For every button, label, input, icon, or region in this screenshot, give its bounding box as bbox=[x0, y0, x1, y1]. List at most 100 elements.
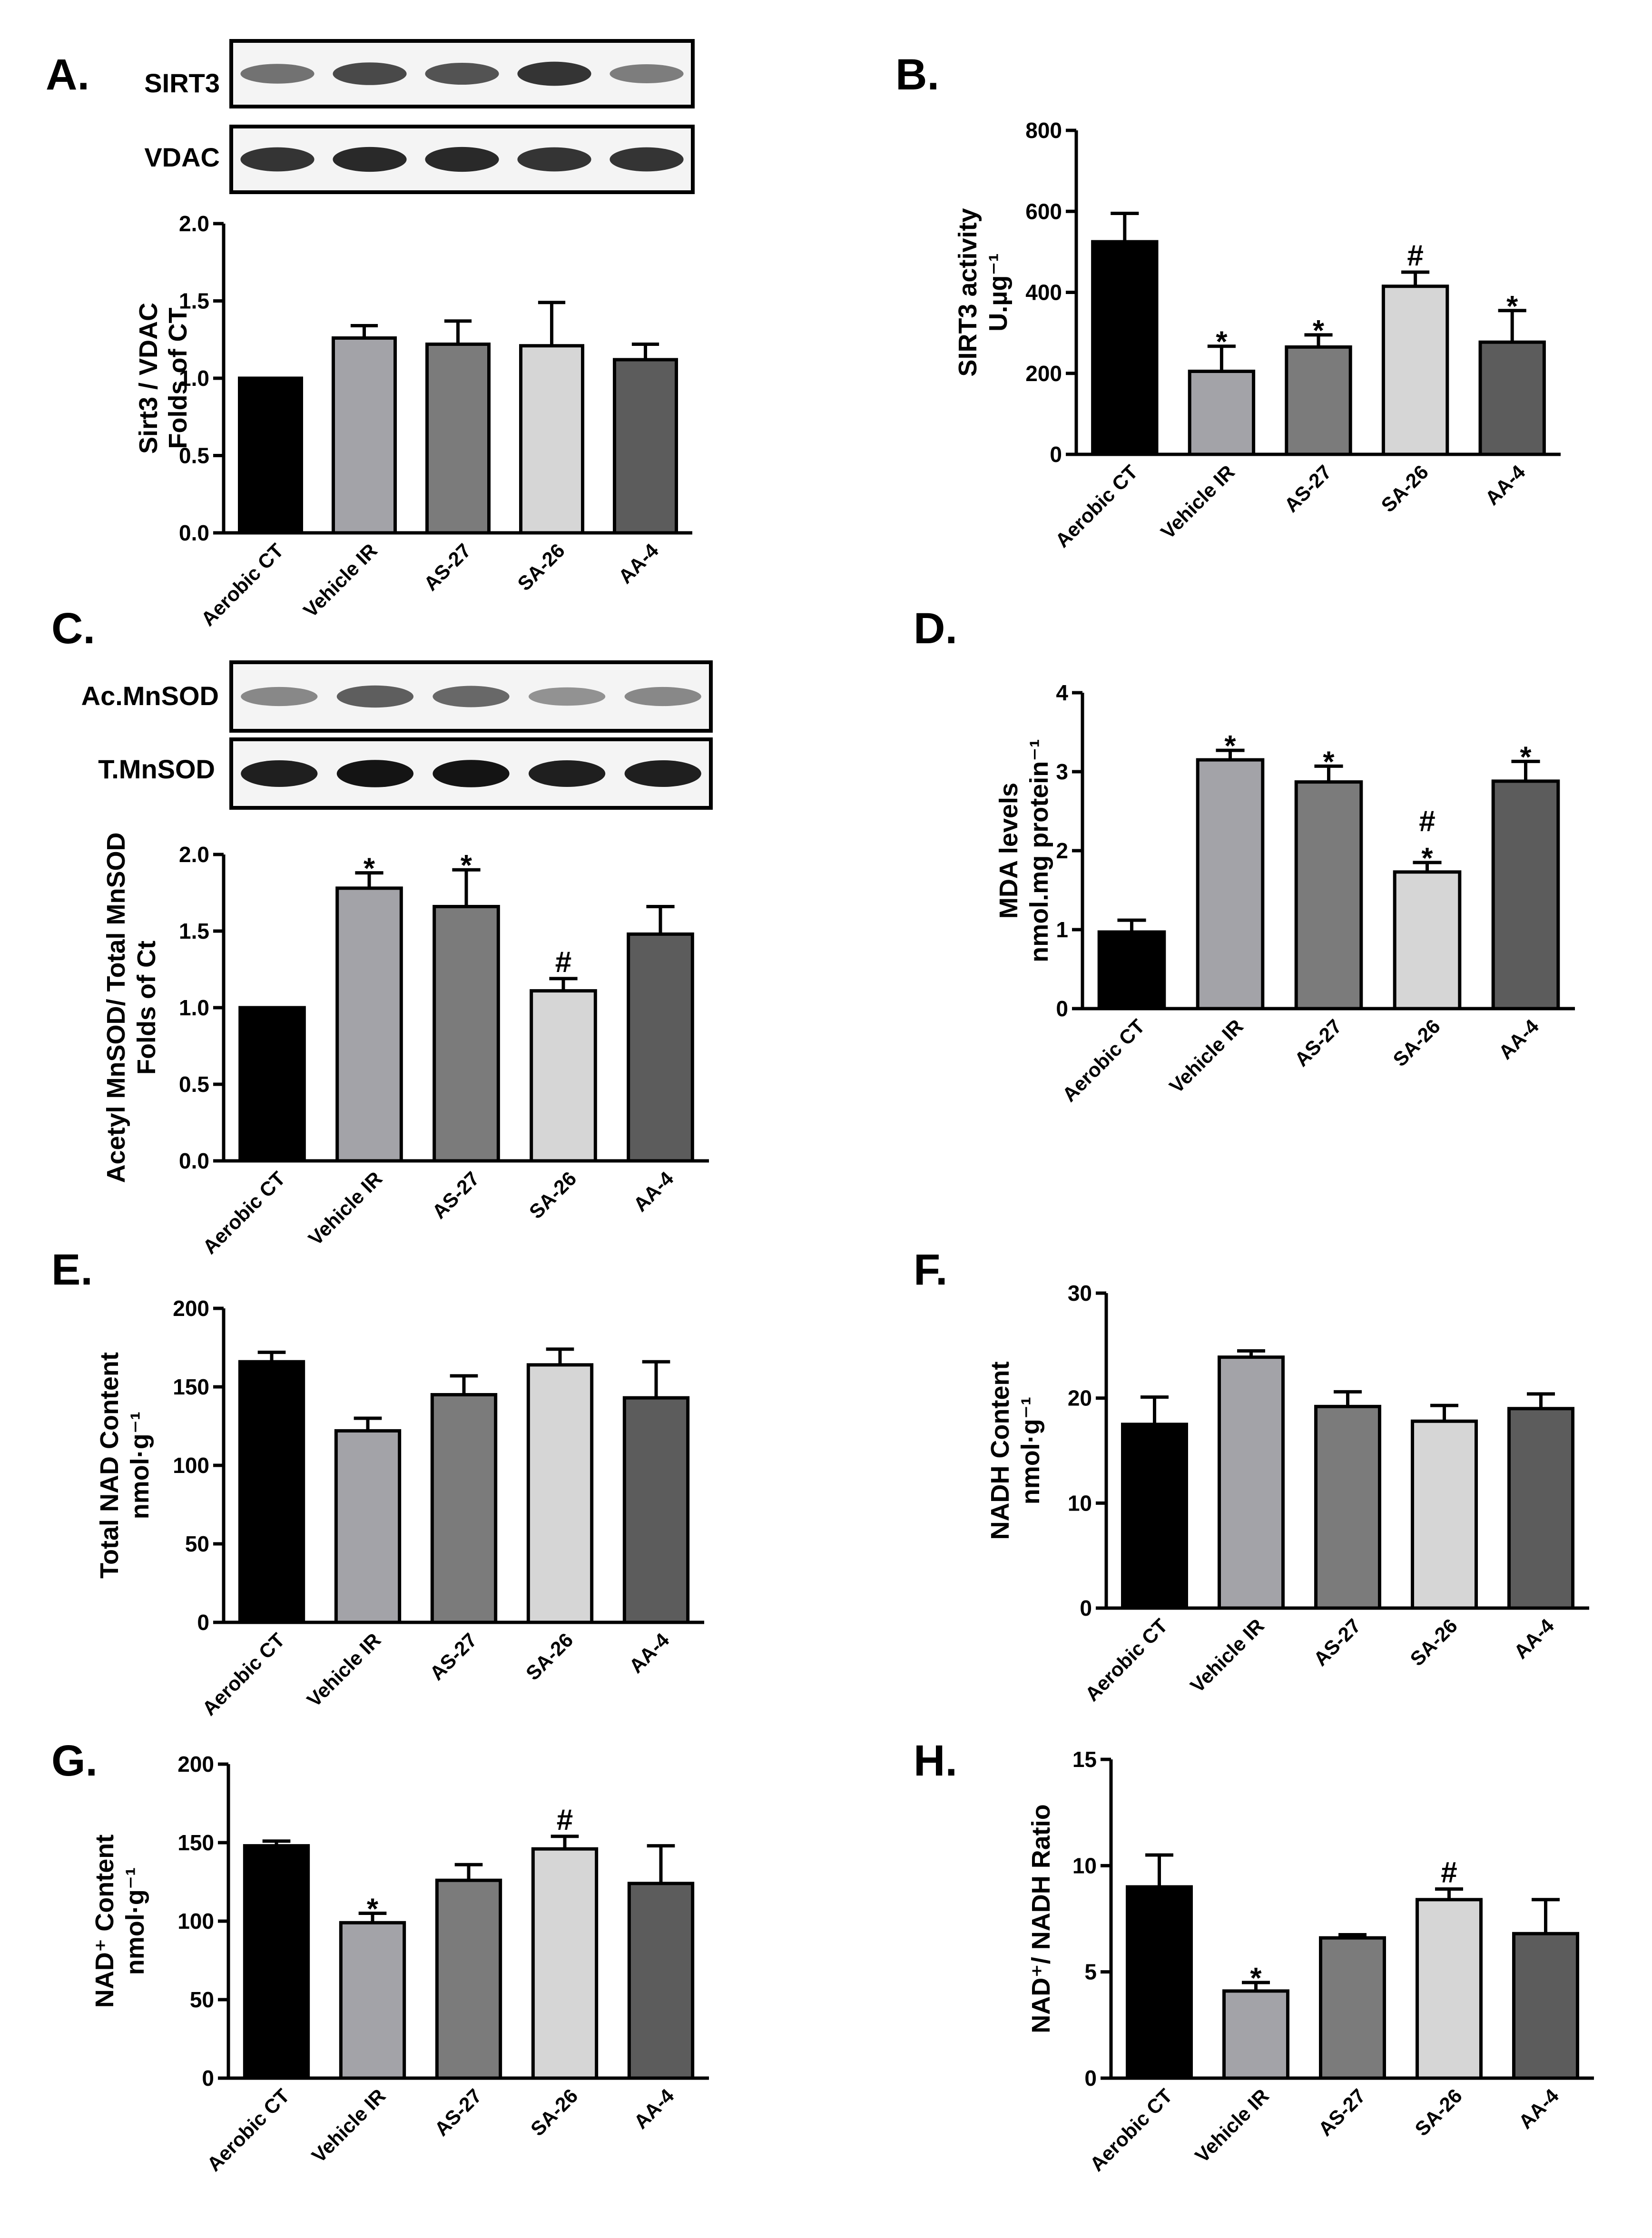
chart-e-category-vehicle-ir: Vehicle IR bbox=[303, 1629, 385, 1711]
chart-b-bar-aerobic-ct bbox=[1091, 240, 1159, 456]
chart-a-category-vehicle-ir: Vehicle IR bbox=[299, 539, 382, 622]
chart-g-category-aa-4: AA-4 bbox=[629, 2084, 678, 2133]
chart-e-ylabel-line-1: Total NAD Content bbox=[95, 1352, 124, 1579]
chart-h-bar-as-27 bbox=[1319, 1936, 1386, 2080]
chart-g-annotation-sa-26: # bbox=[557, 1804, 573, 1836]
chart-c-bar-aa-4 bbox=[627, 932, 694, 1163]
chart-c-ytick-label: 1.5 bbox=[179, 919, 209, 943]
chart-g-category-sa-26: SA-26 bbox=[526, 2084, 582, 2140]
blot-t-mnsod-band-5 bbox=[624, 760, 701, 787]
panel-letter-b: B. bbox=[895, 50, 939, 99]
chart-a-ytick-label: 0.5 bbox=[179, 443, 209, 468]
chart-e-ytick-label: 0 bbox=[197, 1610, 209, 1635]
chart-h-ylabel-line-1: NAD⁺/ NADH Ratio bbox=[1027, 1804, 1055, 2033]
blot-t-mnsod-band-2 bbox=[336, 760, 414, 787]
chart-c-annotation-as-27: * bbox=[461, 849, 472, 882]
blot-vdac-band-2 bbox=[333, 147, 407, 172]
chart-f-ytick-label: 0 bbox=[1080, 1596, 1092, 1620]
chart-d-annotation-as-27: * bbox=[1323, 746, 1335, 778]
chart-f-category-as-27: AS-27 bbox=[1309, 1614, 1365, 1670]
chart-a-bar-as-27 bbox=[425, 343, 491, 535]
chart-a-bar-aerobic-ct bbox=[237, 376, 304, 535]
blot-ac-mnsod-band-3 bbox=[433, 686, 510, 707]
blot-ac-mnsod-band-5 bbox=[624, 687, 701, 707]
chart-f-category-sa-26: SA-26 bbox=[1406, 1614, 1461, 1670]
blot-sirt3-band-2 bbox=[333, 62, 407, 85]
chart-g-ytick-label: 150 bbox=[177, 1830, 214, 1855]
chart-d-category-aa-4: AA-4 bbox=[1494, 1015, 1543, 1064]
panel-letter-f: F. bbox=[914, 1246, 948, 1294]
chart-a-ytick-label: 0.0 bbox=[179, 520, 209, 545]
chart-a-category-as-27: AS-27 bbox=[419, 539, 475, 595]
chart-h-bar-vehicle-ir bbox=[1222, 1989, 1289, 2080]
chart-f-bar-aerobic-ct bbox=[1121, 1423, 1188, 1610]
chart-d-bar-sa-26 bbox=[1393, 870, 1462, 1011]
chart-h-category-aa-4: AA-4 bbox=[1514, 2084, 1563, 2133]
chart-g: 0 50 100 150 200 Aerobic CT * Vehicle IR AS-27 # S… bbox=[90, 1752, 709, 2176]
blot-vdac-band-3 bbox=[425, 147, 499, 172]
chart-c-ytick-label: 2.0 bbox=[179, 842, 209, 867]
chart-h-ytick-label: 15 bbox=[1072, 1747, 1097, 1772]
chart-a-bar-sa-26 bbox=[519, 344, 585, 535]
chart-b-annotation-aa-4: * bbox=[1506, 290, 1518, 323]
chart-d-category-aerobic-ct: Aerobic CT bbox=[1058, 1015, 1149, 1106]
panel-letter-g: G. bbox=[51, 1737, 98, 1785]
chart-b-ytick-label: 600 bbox=[1025, 199, 1062, 224]
chart-d-category-sa-26: SA-26 bbox=[1388, 1015, 1444, 1070]
chart-g-ylabel-line-1: NAD⁺ Content bbox=[90, 1835, 119, 2008]
chart-c-annotation-vehicle-ir: * bbox=[364, 853, 375, 885]
chart-e-category-aerobic-ct: Aerobic CT bbox=[198, 1629, 289, 1720]
chart-b-bar-aa-4 bbox=[1478, 340, 1546, 456]
chart-g-bar-vehicle-ir bbox=[339, 1921, 406, 2080]
blot-vdac-band-5 bbox=[610, 147, 684, 172]
chart-e-ytick-label: 200 bbox=[173, 1296, 209, 1321]
chart-c-bar-aerobic-ct bbox=[238, 1006, 306, 1163]
blot-vdac-band-4 bbox=[517, 147, 591, 172]
chart-c-ytick-label: 0.0 bbox=[179, 1148, 209, 1173]
chart-c-category-vehicle-ir: Vehicle IR bbox=[304, 1167, 387, 1250]
panel-letter-a: A. bbox=[46, 50, 89, 99]
blot-t-mnsod bbox=[229, 737, 713, 810]
blot-label-ac-mnsod: Ac.MnSOD bbox=[81, 681, 219, 711]
chart-b-category-sa-26: SA-26 bbox=[1377, 461, 1433, 516]
chart-a-ytick-label: 1.0 bbox=[179, 366, 209, 391]
chart-b: 0 200 400 600 800 Aerobic CT * Vehicle IR * AS-27… bbox=[954, 118, 1561, 552]
chart-g-ytick-label: 50 bbox=[190, 1987, 214, 2012]
chart-b-category-vehicle-ir: Vehicle IR bbox=[1156, 461, 1239, 543]
chart-c-category-aerobic-ct: Aerobic CT bbox=[198, 1167, 290, 1258]
chart-f-bar-vehicle-ir bbox=[1218, 1355, 1285, 1610]
chart-d-ylabel-line-2: nmol.mg protein⁻¹ bbox=[1025, 739, 1053, 962]
chart-c-bar-sa-26 bbox=[530, 989, 597, 1163]
chart-d-category-vehicle-ir: Vehicle IR bbox=[1165, 1015, 1248, 1098]
chart-a-ylabel-line-2: Folds of CT bbox=[164, 308, 192, 449]
chart-b-category-aa-4: AA-4 bbox=[1481, 461, 1530, 510]
chart-a-bar-vehicle-ir bbox=[331, 336, 397, 535]
chart-d-bar-vehicle-ir bbox=[1196, 758, 1265, 1011]
chart-c-category-sa-26: SA-26 bbox=[525, 1167, 580, 1223]
chart-e-bar-as-27 bbox=[430, 1393, 498, 1624]
chart-g-category-as-27: AS-27 bbox=[430, 2084, 486, 2140]
chart-e-ytick-label: 150 bbox=[173, 1374, 209, 1399]
chart-c-bar-as-27 bbox=[433, 904, 500, 1163]
chart-h-category-vehicle-ir: Vehicle IR bbox=[1190, 2084, 1273, 2167]
chart-a: 0.0 0.5 1.0 1.5 2.0 Aerobic CT Vehicle IR AS-27… bbox=[134, 211, 692, 630]
chart-b-bar-sa-26 bbox=[1381, 285, 1449, 456]
chart-f-ylabel-line-1: NADH Content bbox=[986, 1362, 1014, 1540]
blot-label-vdac: VDAC bbox=[144, 142, 220, 172]
chart-e-bar-aerobic-ct bbox=[238, 1360, 305, 1624]
chart-b-ytick-label: 200 bbox=[1025, 361, 1062, 386]
chart-b-ylabel-line-2: U.µg⁻¹ bbox=[984, 253, 1013, 332]
chart-f-ytick-label: 30 bbox=[1068, 1281, 1092, 1306]
chart-c-ytick-label: 0.5 bbox=[179, 1072, 209, 1097]
chart-g-bar-aa-4 bbox=[627, 1882, 695, 2080]
chart-a-category-aerobic-ct: Aerobic CT bbox=[197, 539, 288, 630]
chart-g-ytick-label: 0 bbox=[202, 2066, 214, 2091]
chart-e-bar-vehicle-ir bbox=[334, 1429, 402, 1624]
chart-d-ylabel-line-1: MDA levels bbox=[994, 783, 1023, 919]
blot-t-mnsod-band-4 bbox=[528, 760, 606, 787]
chart-d-category-as-27: AS-27 bbox=[1290, 1015, 1346, 1070]
chart-h-bar-sa-26 bbox=[1416, 1898, 1483, 2080]
chart-b-bar-vehicle-ir bbox=[1188, 369, 1256, 456]
chart-b-ytick-label: 800 bbox=[1025, 118, 1062, 143]
